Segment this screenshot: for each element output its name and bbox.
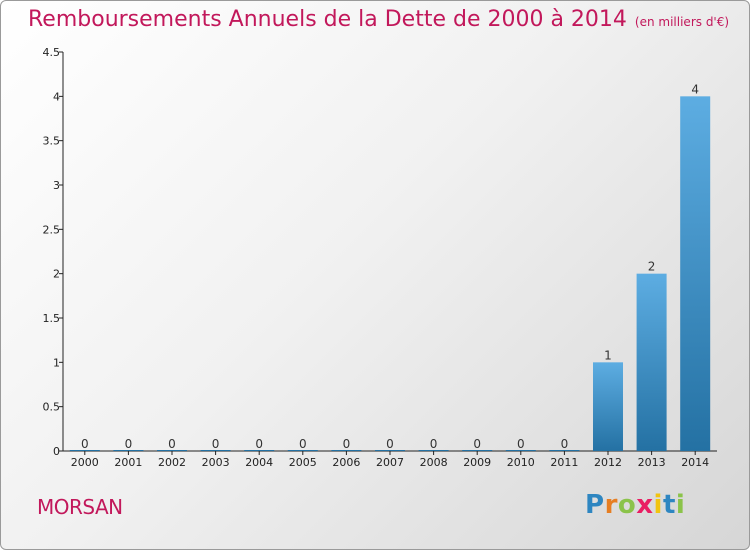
y-tick-label: 3 [53,179,60,192]
x-tick-label: 2001 [114,456,142,469]
bar [113,450,144,451]
chart-unit: (en milliers d'€) [634,15,730,29]
y-tick-label: 1.5 [43,312,61,325]
x-tick-label: 2010 [507,456,535,469]
data-label: 0 [473,437,481,451]
x-tick-label: 2002 [158,456,186,469]
y-tick-label: 2.5 [43,223,61,236]
bar [462,450,493,451]
bar [331,450,362,451]
y-tick-label: 0.5 [43,401,61,414]
data-label: 0 [212,437,220,451]
x-tick-label: 2012 [594,456,622,469]
bar [69,450,100,451]
bar [418,450,449,451]
data-label: 0 [299,437,307,451]
data-label: 0 [343,437,351,451]
data-label: 0 [561,437,569,451]
bar [287,450,318,451]
bar [505,450,536,451]
data-label: 2 [648,260,656,274]
x-tick-label: 2003 [202,456,230,469]
bar [549,450,580,451]
y-tick-label: 1 [53,356,60,369]
x-tick-label: 2013 [638,456,666,469]
data-label: 0 [81,437,89,451]
data-label: 0 [125,437,133,451]
y-tick-label: 4 [53,90,60,103]
bar [680,96,711,451]
x-tick-label: 2005 [289,456,317,469]
bar [244,450,275,451]
y-tick-label: 0 [53,445,60,458]
y-tick-label: 2 [53,268,60,281]
y-tick-label: 4.5 [43,46,61,59]
x-tick-label: 2009 [463,456,491,469]
commune-name: MORSAN [37,495,123,519]
data-label: 0 [255,437,263,451]
x-tick-label: 2004 [245,456,273,469]
x-tick-label: 2006 [332,456,360,469]
y-tick-label: 3.5 [43,135,61,148]
data-label: 0 [517,437,525,451]
x-tick-label: 2007 [376,456,404,469]
x-tick-label: 2014 [681,456,709,469]
bar [200,450,231,451]
chart-title-text: Remboursements Annuels de la Dette de 20… [28,7,627,32]
x-tick-label: 2008 [420,456,448,469]
bar [636,273,667,451]
bar [157,450,187,451]
x-tick-label: 2011 [550,456,578,469]
x-tick-label: 2000 [71,456,99,469]
data-label: 0 [168,437,176,451]
data-label: 0 [386,437,394,451]
bar [375,450,405,451]
data-label: 4 [691,82,699,96]
data-label: 0 [430,437,438,451]
bar [593,362,623,451]
data-label: 1 [604,348,612,362]
proxiti-logo[interactable]: Proxiti [585,490,686,520]
chart-title: Remboursements Annuels de la Dette de 20… [28,7,729,32]
